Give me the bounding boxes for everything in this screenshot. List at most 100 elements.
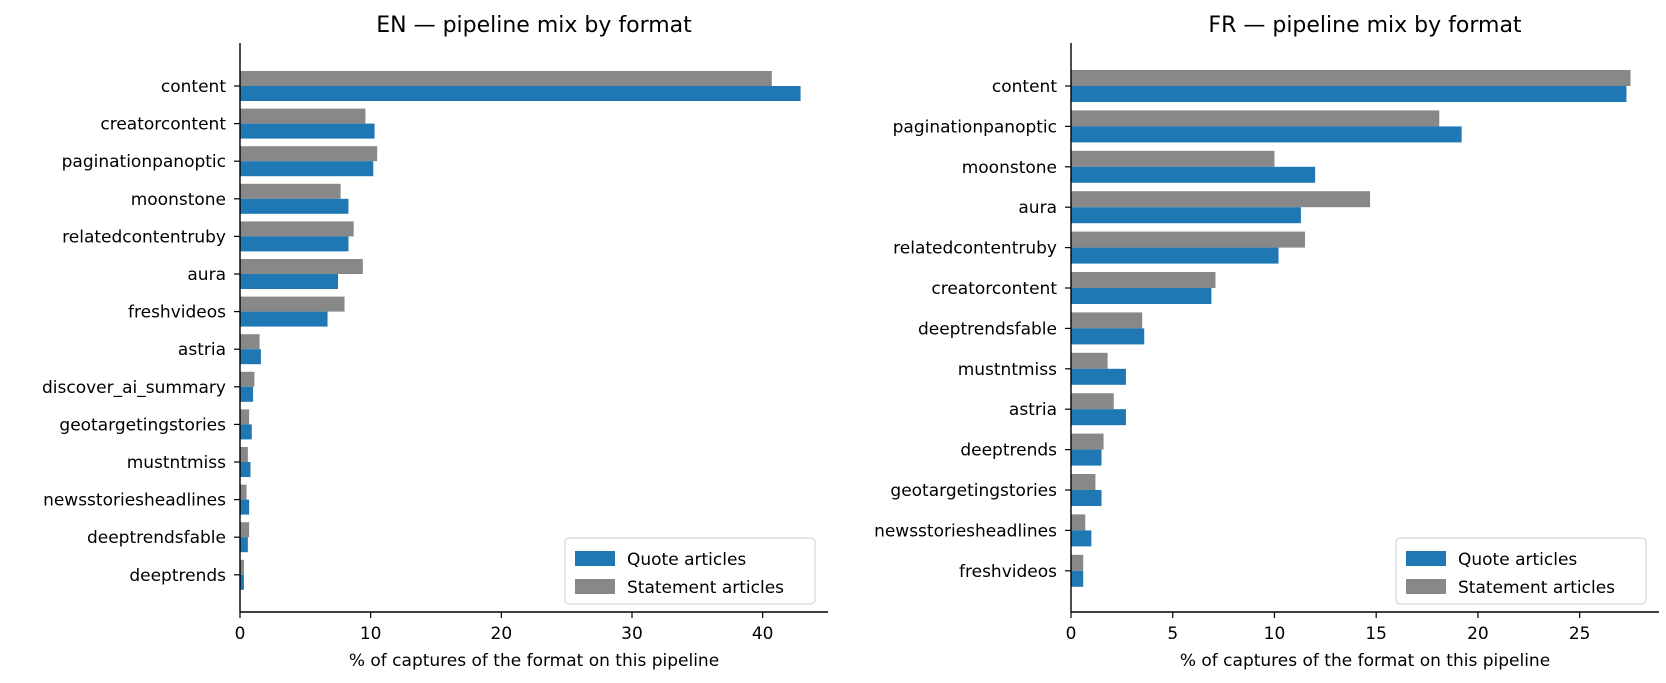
fr-bar-quote-content [1071,86,1627,102]
fr-bar-quote-deeptrends [1071,449,1102,466]
en-xtick-label: 30 [621,624,643,644]
fr-legend-swatch-0 [1406,551,1446,566]
fr-ytick-label: astria [1009,400,1057,420]
en-ytick-label: freshvideos [128,303,226,323]
fr-bar-statement-creatorcontent [1071,272,1216,288]
en-bar-quote-geotargetingstories [240,424,252,440]
fr-bar-quote-newsstoriesheadlines [1071,530,1092,547]
en-ytick-label: newsstoriesheadlines [43,491,226,511]
fr-ytick-label: deeptrends [960,441,1057,461]
fr-bar-quote-astria [1071,409,1126,426]
en-bar-quote-paginationpanoptic [240,161,374,177]
fr-bar-quote-creatorcontent [1071,288,1212,304]
en-ytick-label: aura [187,265,226,285]
fr-ytick-label: geotargetingstories [890,481,1057,501]
en-bar-quote-mustntmiss [240,462,251,477]
fr-bar-quote-deeptrendsfable [1071,328,1145,345]
en-bar-quote-newsstoriesheadlines [240,499,250,515]
en-ytick-label: paginationpanoptic [62,152,226,172]
fr-xtick-label: 25 [1569,624,1591,644]
en-bar-statement-moonstone [240,183,341,199]
fr-xtick-label: 0 [1066,624,1077,644]
en-bar-statement-creatorcontent [240,108,366,124]
en-chart-title: EN — pipeline mix by format [376,13,692,38]
fr-legend-swatch-1 [1406,579,1446,594]
fr-ytick-label: freshvideos [959,562,1057,582]
fr-bar-quote-mustntmiss [1071,368,1126,385]
fr-legend-label-1: Statement articles [1458,578,1615,598]
en-bar-statement-freshvideos [240,296,345,312]
fr-bar-statement-aura [1071,191,1371,208]
en-bar-quote-relatedcontentruby [240,236,349,252]
en-legend-box [564,537,816,605]
en-ytick-label: creatorcontent [100,115,226,135]
fr-ytick-label: deeptrendsfable [918,319,1057,339]
fr-ytick-label: moonstone [962,158,1057,178]
fr-panel: FR — pipeline mix by format content pagina… [874,13,1659,671]
en-bar-quote-discover_ai_summary [240,386,254,402]
en-bar-statement-astria [240,334,260,350]
fr-ytick-label: aura [1018,198,1057,218]
en-bar-statement-geotargetingstories [240,409,250,425]
en-bar-statement-deeptrendsfable [240,522,250,538]
en-legend-label-0: Quote articles [627,550,746,570]
fr-xtick-label: 20 [1467,624,1489,644]
fr-bar-statement-moonstone [1071,150,1275,167]
fr-bar-statement-deeptrends [1071,433,1104,450]
en-bar-quote-content [240,86,801,101]
fr-bar-statement-newsstoriesheadlines [1071,514,1086,531]
fr-ytick-label: newsstoriesheadlines [874,521,1057,541]
en-bar-statement-relatedcontentruby [240,221,354,237]
en-ytick-label: deeptrends [129,566,226,586]
en-ytick-label: mustntmiss [127,453,226,473]
en-legend-swatch-0 [575,551,615,566]
en-bar-statement-newsstoriesheadlines [240,484,247,500]
en-bar-quote-astria [240,349,261,365]
en-ytick-label: moonstone [131,190,226,210]
en-ytick-label: content [161,77,226,97]
fr-bar-statement-astria [1071,393,1114,410]
fr-bar-quote-moonstone [1071,166,1316,183]
fr-legend-label-0: Quote articles [1458,550,1577,570]
en-xtick-label: 40 [752,624,774,644]
en-bar-statement-deeptrends [240,559,244,575]
en-bar-quote-deeptrendsfable [240,537,248,553]
fr-xtick-label: 5 [1167,624,1178,644]
en-bar-quote-aura [240,274,338,289]
fr-bar-quote-paginationpanoptic [1071,126,1462,143]
fr-bar-statement-paginationpanoptic [1071,110,1440,127]
fr-bar-statement-mustntmiss [1071,352,1108,369]
fr-legend-box [1395,537,1647,605]
en-bar-statement-mustntmiss [240,447,248,462]
en-ytick-label: deeptrendsfable [87,528,226,548]
en-ytick-label: geotargetingstories [59,415,226,435]
en-xtick-label: 10 [360,624,382,644]
fr-ytick-label: creatorcontent [931,279,1057,299]
en-legend-label-1: Statement articles [627,578,784,598]
en-panel: EN — pipeline mix by format content creato… [42,13,828,671]
fr-bar-quote-relatedcontentruby [1071,247,1279,264]
en-ytick-label: astria [178,340,226,360]
fr-bar-statement-deeptrendsfable [1071,312,1143,329]
en-xtick-label: 20 [491,624,513,644]
en-xtick-label: 0 [235,624,246,644]
en-bar-quote-deeptrends [240,574,244,590]
fr-bar-quote-geotargetingstories [1071,490,1102,506]
fr-ytick-label: mustntmiss [958,360,1057,380]
fr-bar-statement-freshvideos [1071,554,1084,571]
en-bar-quote-creatorcontent [240,123,375,139]
en-bar-quote-moonstone [240,198,349,214]
fr-bar-statement-content [1071,70,1631,86]
en-bar-statement-paginationpanoptic [240,146,378,162]
en-bar-statement-aura [240,259,363,274]
fr-xtick-label: 10 [1264,624,1286,644]
en-ytick-label: relatedcontentruby [62,227,226,247]
en-x-axis-label: % of captures of the format on this pipe… [349,651,719,671]
fr-bar-quote-freshvideos [1071,570,1084,587]
en-legend-swatch-1 [575,579,615,594]
en-ytick-label: discover_ai_summary [42,378,226,398]
fr-xtick-label: 15 [1365,624,1387,644]
fr-chart-title: FR — pipeline mix by format [1208,13,1522,38]
fr-bar-statement-relatedcontentruby [1071,231,1305,248]
